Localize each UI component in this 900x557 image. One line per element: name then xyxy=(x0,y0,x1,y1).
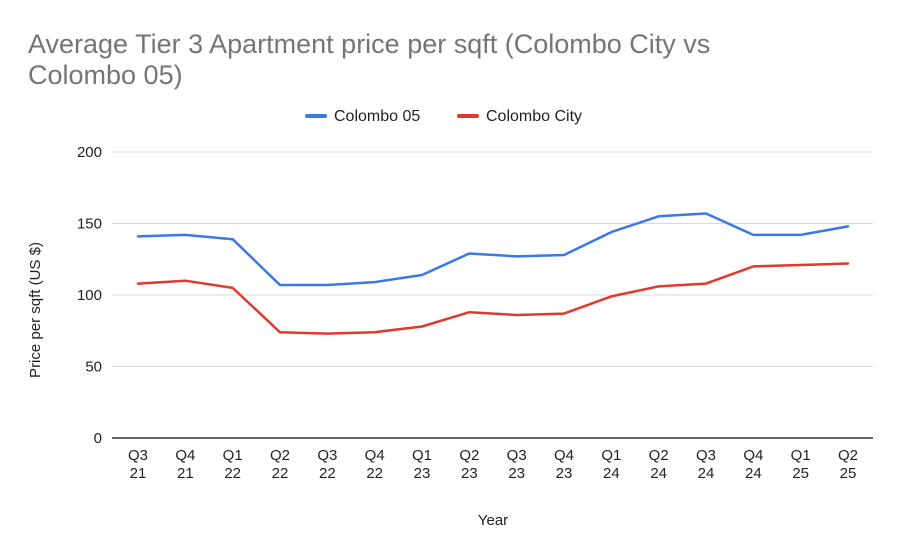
y-tick-label: 100 xyxy=(77,287,102,304)
x-axis-label: Year xyxy=(478,512,508,529)
y-axis-label: Price per sqft (US $) xyxy=(27,242,44,378)
x-tick-label: Q3 24 xyxy=(696,447,716,482)
x-tick-label: Q1 23 xyxy=(412,447,432,482)
legend: Colombo 05 Colombo City xyxy=(305,108,582,125)
series-lines xyxy=(136,212,850,335)
x-tick-label: Q2 25 xyxy=(838,447,858,482)
x-tick-label: Q3 21 xyxy=(128,447,148,482)
x-tick-label: Q3 22 xyxy=(317,447,337,482)
y-axis-ticks: 0 50 100 150 200 xyxy=(77,144,102,447)
legend-label: Colombo 05 xyxy=(334,108,420,125)
x-tick-label: Q1 24 xyxy=(601,447,621,482)
chart-title-line-2: Colombo 05) xyxy=(28,60,183,90)
series-line-colombo-05 xyxy=(136,212,850,287)
chart-title: Average Tier 3 Apartment price per sqft … xyxy=(28,29,710,90)
y-tick-label: 0 xyxy=(94,430,102,447)
x-tick-label: Q4 21 xyxy=(175,447,195,482)
y-tick-label: 200 xyxy=(77,144,102,161)
gridlines xyxy=(112,151,873,439)
chart-title-line-1: Average Tier 3 Apartment price per sqft … xyxy=(28,29,710,59)
x-tick-label: Q3 23 xyxy=(507,447,527,482)
x-tick-label: Q1 25 xyxy=(791,447,811,482)
x-tick-label: Q2 23 xyxy=(459,447,479,482)
legend-label: Colombo City xyxy=(486,108,582,125)
x-tick-label: Q4 22 xyxy=(365,447,385,482)
x-tick-label: Q4 24 xyxy=(743,447,763,482)
x-tick-label: Q1 22 xyxy=(223,447,243,482)
x-tick-label: Q2 22 xyxy=(270,447,290,482)
y-tick-label: 50 xyxy=(85,359,102,376)
x-tick-label: Q4 23 xyxy=(554,447,574,482)
x-axis-ticks: Q3 21 Q4 21 Q1 22 Q2 22 Q3 22 Q4 22 Q1 23 Q2 23 Q3 23 Q4 23… xyxy=(128,447,858,482)
series-line-colombo-city xyxy=(136,262,850,335)
y-tick-label: 150 xyxy=(77,216,102,233)
x-tick-label: Q2 24 xyxy=(649,447,669,482)
